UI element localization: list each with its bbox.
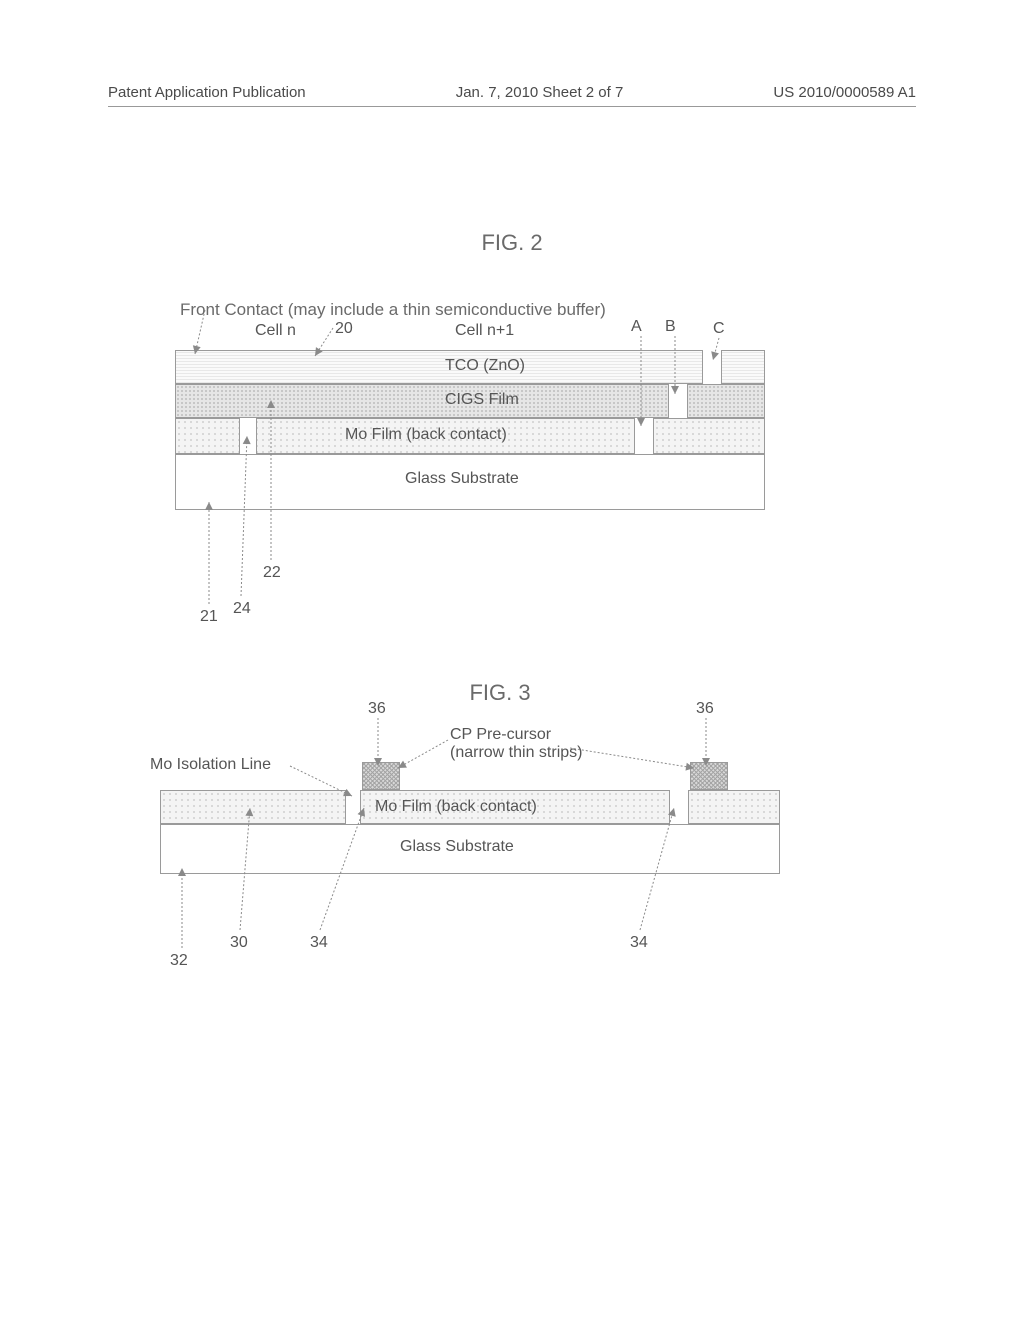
fig2-ref20-arrow xyxy=(309,322,339,362)
fig3-moiso-label: Mo Isolation Line xyxy=(150,756,271,774)
fig2-cigs-left xyxy=(175,384,669,418)
fig2-tco-right xyxy=(721,350,765,384)
fig2-ref24: 24 xyxy=(233,600,251,618)
header-rule xyxy=(108,106,916,107)
fig2-cigs-label: CIGS Film xyxy=(445,391,519,409)
fig3-diagram: Glass SubstrateMo Film (back contact)363… xyxy=(160,760,780,1020)
fig3-cp-arrow-r xyxy=(564,742,700,774)
fig2-B-arrow xyxy=(669,330,681,400)
fig2-mo-right xyxy=(653,418,765,454)
fig2-C-arrow xyxy=(707,332,725,366)
fig3-mo-label: Mo Film (back contact) xyxy=(375,798,537,816)
page-header: Patent Application Publication Jan. 7, 2… xyxy=(0,84,1024,101)
fig2-celln: Cell n xyxy=(255,322,296,340)
fig3-ref30: 30 xyxy=(230,934,248,952)
header-left: Patent Application Publication xyxy=(108,84,306,101)
fig2-cigs-right xyxy=(687,384,765,418)
fig3-label: FIG. 3 xyxy=(400,680,600,706)
fig2-ref21: 21 xyxy=(200,608,218,626)
fig3-ref32-arrow xyxy=(176,862,188,954)
fig3-cp-arrow-l xyxy=(392,734,454,774)
fig3-ref30-arrow xyxy=(234,802,256,936)
fig2-front-contact-caption: Front Contact (may include a thin semico… xyxy=(180,300,606,320)
fig3-substrate-label: Glass Substrate xyxy=(400,838,514,856)
fig3-ref32: 32 xyxy=(170,952,188,970)
fig2-substrate-label: Glass Substrate xyxy=(405,470,519,488)
fig3-cp-label: CP Pre-cursor xyxy=(450,726,551,744)
fig2-A-arrow xyxy=(635,330,647,432)
fig2-tco-main xyxy=(175,350,703,384)
fig3-ref34-r: 34 xyxy=(630,934,648,952)
header-center: Jan. 7, 2010 Sheet 2 of 7 xyxy=(456,84,624,101)
fig3-moiso-arrow xyxy=(284,760,358,802)
fig2-ref22-arrow xyxy=(265,394,277,566)
fig2-label: FIG. 2 xyxy=(0,230,1024,256)
fig2-ref22: 22 xyxy=(263,564,281,582)
fig2-celln1: Cell n+1 xyxy=(455,322,514,340)
fig2-ref24-arrow xyxy=(235,430,253,602)
header-right: US 2010/0000589 A1 xyxy=(773,84,916,101)
fig2-frontcontact-arrow xyxy=(189,304,211,360)
fig2-diagram: Glass Substrate Mo Film (back contact) CIG… xyxy=(175,350,765,650)
fig2-tco-label: TCO (ZnO) xyxy=(445,357,525,375)
fig2-ref21-arrow xyxy=(203,496,215,610)
fig3-ref34-l-arrow xyxy=(314,802,370,936)
fig3-mo-3 xyxy=(688,790,780,824)
fig3-ref34-l: 34 xyxy=(310,934,328,952)
fig3-ref34-r-arrow xyxy=(634,802,680,936)
fig3-ref36-r-arrow xyxy=(700,712,712,772)
fig2-mo-label: Mo Film (back contact) xyxy=(345,426,507,444)
fig3-cp-sub-label: (narrow thin strips) xyxy=(450,744,582,762)
fig3-ref36-l-arrow xyxy=(372,712,384,772)
